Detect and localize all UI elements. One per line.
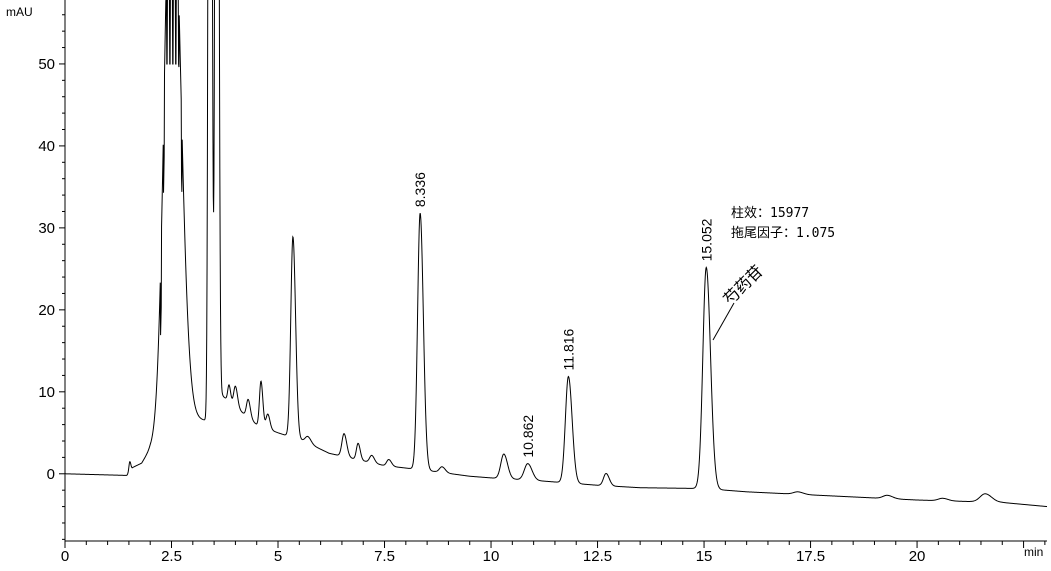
x-tick-label: 20 [909, 548, 926, 565]
axes [59, 0, 1047, 548]
x-tick-label: 7.5 [374, 548, 395, 565]
peak-retention-time-label: 15.052 [698, 218, 714, 261]
peak-retention-time-label: 8.336 [412, 172, 428, 207]
x-tick-label: 17.5 [796, 548, 825, 565]
compound-name-label: 芍药苷 [720, 262, 767, 309]
column-efficiency-annotation: 柱效：15977 [731, 206, 809, 221]
x-tick-label: 2.5 [161, 548, 182, 565]
x-tick-label: 10 [483, 548, 500, 565]
x-tick-label: 0 [61, 548, 69, 565]
y-tick-label: 30 [38, 220, 55, 237]
compound-leader-line [712, 302, 735, 341]
peak-retention-time-label: 11.816 [560, 328, 576, 370]
y-tick-label: 50 [38, 56, 55, 73]
peak-retention-time-label: 10.862 [520, 415, 536, 458]
x-axis-unit-label: min [1024, 545, 1043, 559]
y-tick-label: 10 [38, 384, 55, 401]
y-tick-label: 0 [47, 466, 55, 483]
tailing-factor-annotation: 拖尾因子：1.075 [731, 226, 835, 241]
chromatogram-trace [65, 0, 1048, 508]
x-tick-label: 5 [274, 548, 282, 565]
x-tick-label: 12.5 [583, 548, 612, 565]
y-axis-unit-label: mAU [6, 5, 33, 19]
x-tick-label: 15 [696, 548, 713, 565]
y-tick-label: 20 [38, 302, 55, 319]
peak-labels: 8.336 10.862 11.816 15.052 [412, 172, 714, 458]
y-tick-label: 40 [38, 138, 55, 155]
tick-labels: 0 10 20 30 40 50 0 2.5 5 7.5 10 12.5 15 17.5 20 [38, 56, 925, 565]
